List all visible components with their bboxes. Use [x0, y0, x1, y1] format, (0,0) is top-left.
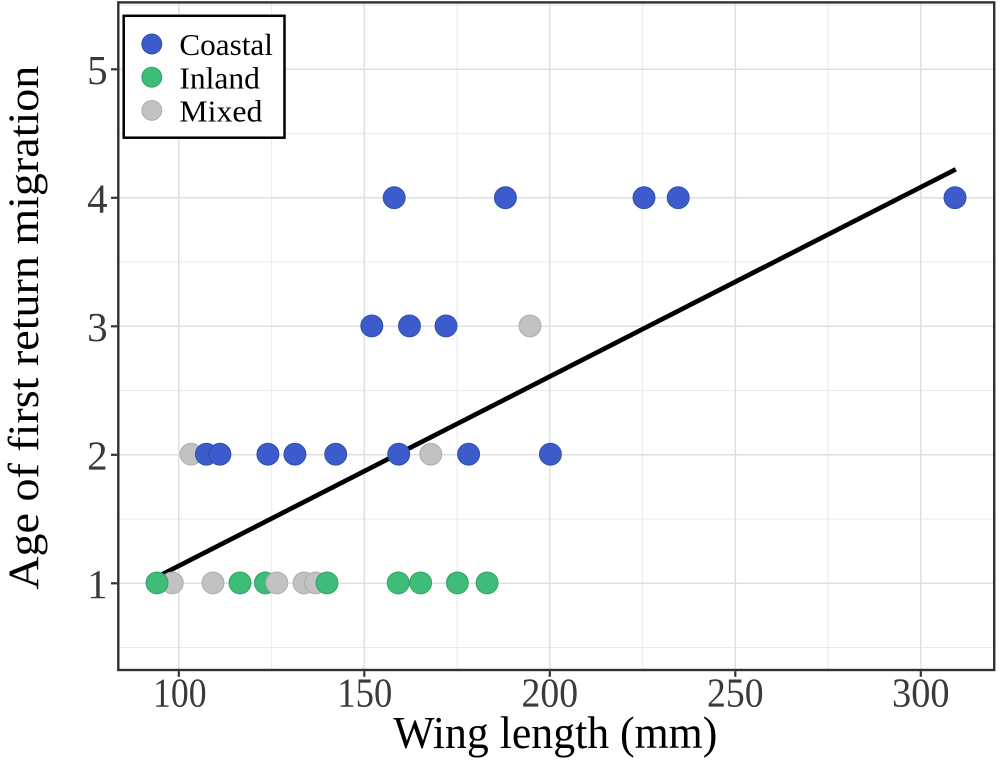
- svg-text:Mixed: Mixed: [179, 94, 263, 129]
- svg-text:150: 150: [337, 670, 392, 716]
- svg-text:100: 100: [153, 670, 207, 716]
- svg-text:Age of first return migration: Age of first return migration: [1, 66, 48, 590]
- svg-text:4: 4: [87, 176, 108, 222]
- svg-text:2: 2: [87, 433, 108, 479]
- svg-text:250: 250: [707, 670, 764, 716]
- svg-text:200: 200: [522, 670, 579, 716]
- svg-text:3: 3: [87, 304, 108, 350]
- svg-text:5: 5: [87, 47, 108, 93]
- svg-text:Wing length (mm): Wing length (mm): [393, 707, 717, 758]
- svg-text:1: 1: [87, 561, 108, 607]
- svg-text:300: 300: [892, 670, 950, 716]
- svg-text:Coastal: Coastal: [179, 27, 273, 62]
- svg-text:Inland: Inland: [179, 60, 260, 95]
